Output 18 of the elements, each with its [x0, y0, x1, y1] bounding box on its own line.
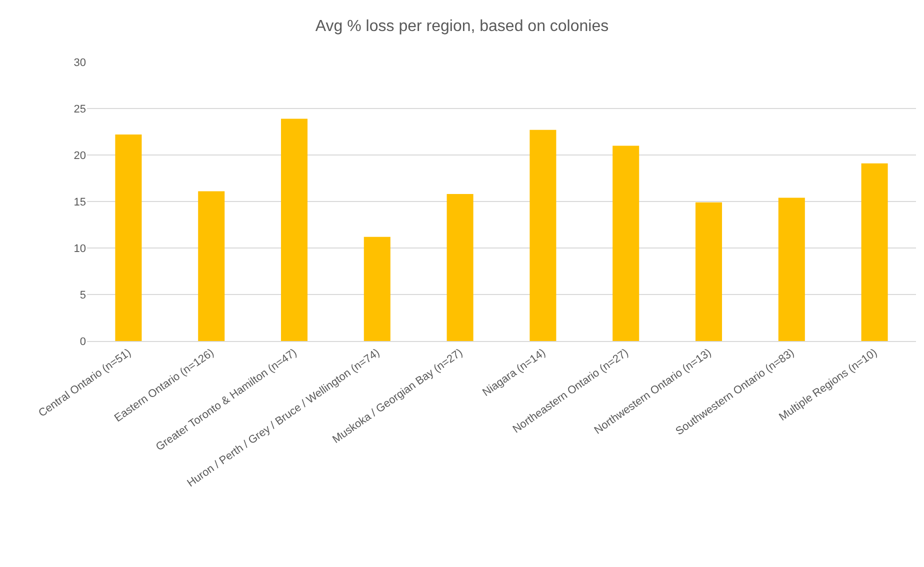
bar [364, 236, 390, 341]
bar [280, 118, 308, 341]
bar [861, 163, 888, 341]
bar [198, 191, 225, 341]
chart-title: Avg % loss per region, based on colonies [315, 18, 609, 36]
bar [612, 146, 640, 341]
y-tick-label: 20 [74, 150, 86, 162]
bar [530, 130, 556, 341]
y-tick-label: 10 [74, 242, 86, 255]
bar [695, 202, 722, 341]
y-tick-label: 5 [80, 289, 86, 302]
y-tick-label: 25 [74, 103, 86, 116]
y-tick-label: 15 [74, 196, 86, 208]
y-tick-label: 0 [80, 336, 86, 348]
y-tick-label: 30 [74, 56, 86, 69]
bar [446, 194, 474, 341]
bar [778, 198, 805, 341]
bar [115, 134, 142, 341]
